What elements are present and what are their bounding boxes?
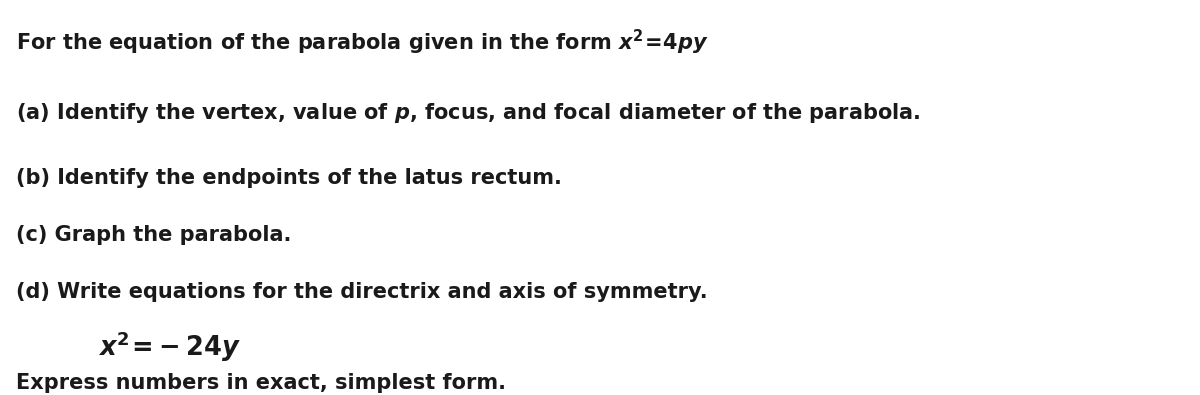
Text: (c) Graph the parabola.: (c) Graph the parabola. bbox=[16, 225, 290, 245]
Text: $x^{2}\!=\!-24y$: $x^{2}\!=\!-24y$ bbox=[98, 330, 241, 364]
Text: (d) Write equations for the directrix and axis of symmetry.: (d) Write equations for the directrix an… bbox=[16, 282, 707, 303]
Text: Express numbers in exact, simplest form.: Express numbers in exact, simplest form. bbox=[16, 373, 505, 393]
Text: (a) Identify the vertex, value of $p$, focus, and focal diameter of the parabola: (a) Identify the vertex, value of $p$, f… bbox=[16, 101, 920, 125]
Text: (b) Identify the endpoints of the latus rectum.: (b) Identify the endpoints of the latus … bbox=[16, 168, 562, 188]
Text: For the equation of the parabola given in the form $x^{2}\!=\!4py$: For the equation of the parabola given i… bbox=[16, 28, 708, 57]
